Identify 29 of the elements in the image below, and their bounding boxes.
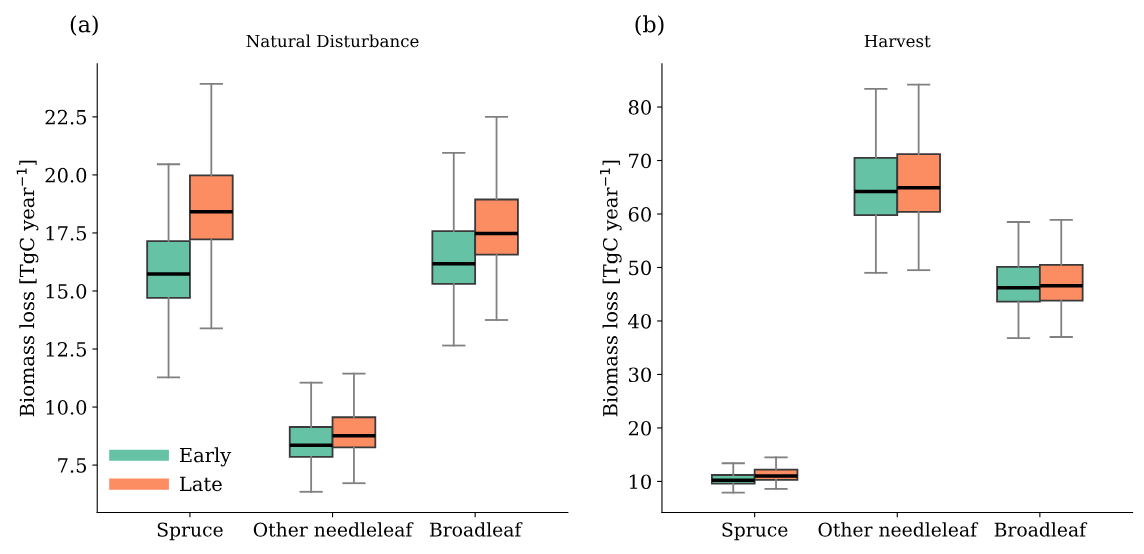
x-tick-label: Broadleaf bbox=[429, 522, 523, 537]
x-tick-label: Spruce bbox=[722, 522, 788, 541]
y-tick-label: 80 bbox=[628, 99, 651, 115]
text: (b) bbox=[635, 15, 664, 36]
y-tick-label: 22.5 bbox=[45, 109, 87, 125]
x-tick-label: Other needleleaf bbox=[253, 522, 414, 537]
x-tick-label: Broadleaf bbox=[994, 522, 1088, 537]
y-tick-label: 7.5 bbox=[58, 458, 87, 473]
y-tick-label: 12.5 bbox=[46, 341, 87, 357]
y-tick-label: 60 bbox=[628, 206, 651, 222]
y-axis-title: Biomass loss [TgC year$^{−1}$] bbox=[599, 160, 622, 417]
legend-label: Early bbox=[179, 447, 232, 467]
chart-title: Natural Disturbance bbox=[246, 34, 419, 48]
text: (a) bbox=[70, 15, 98, 36]
y-tick-label: 10 bbox=[629, 474, 651, 490]
y-tick-label: 20.0 bbox=[45, 167, 87, 183]
legend-label: Late bbox=[179, 476, 222, 492]
y-tick-label: 50 bbox=[629, 260, 651, 276]
y-tick-label: 30 bbox=[628, 367, 651, 383]
y-tick-label: 15.0 bbox=[46, 283, 87, 299]
y-tick-label: 10.0 bbox=[46, 400, 87, 415]
y-tick-label: 20 bbox=[628, 420, 651, 436]
x-tick-label: Other needleleaf bbox=[818, 522, 979, 537]
chart-title: Harvest bbox=[864, 34, 931, 48]
x-tick-label: Spruce bbox=[157, 522, 223, 541]
y-tick-label: 40 bbox=[628, 313, 651, 329]
y-tick-label: 17.5 bbox=[46, 225, 87, 241]
y-axis-title: Biomass loss [TgC year$^{−1}$] bbox=[16, 160, 39, 417]
y-tick-label: 70 bbox=[629, 153, 651, 169]
